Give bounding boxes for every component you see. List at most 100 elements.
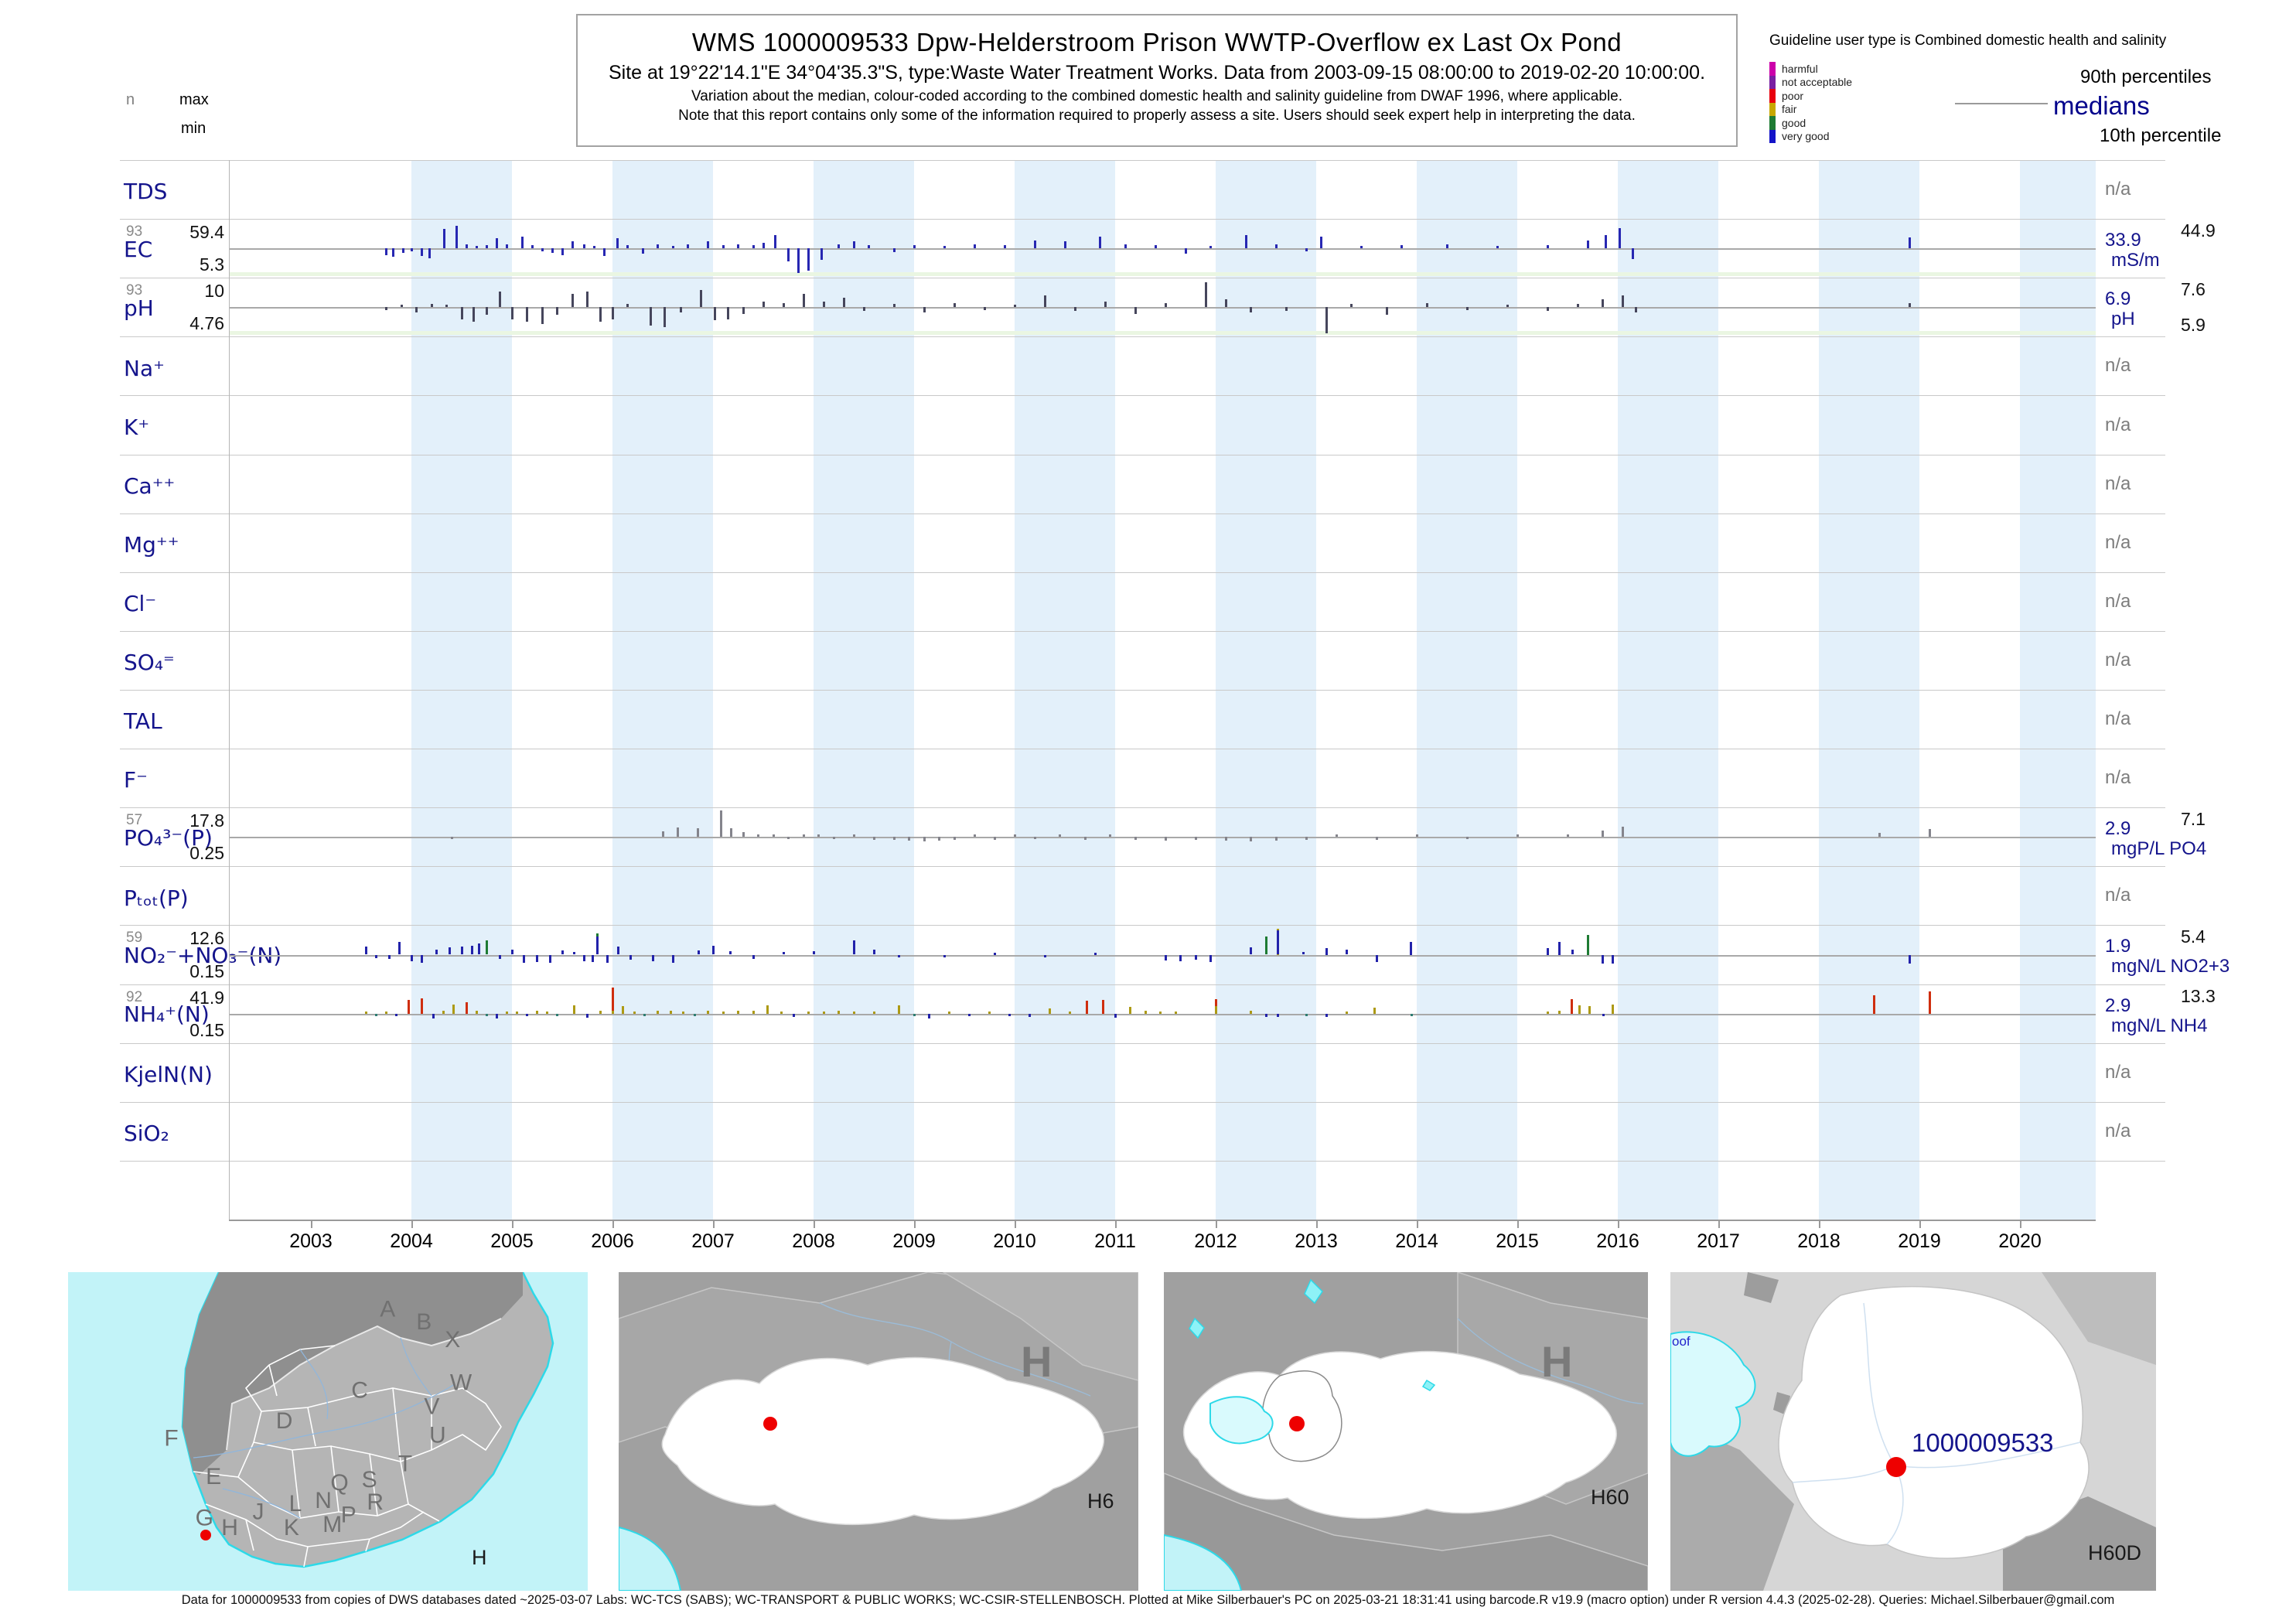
sample-bar [1209,954,1212,963]
sample-bar [536,1011,538,1014]
sample-bar [1588,1006,1592,1014]
sample-bar [913,1013,916,1016]
drainage-letter-L: L [289,1491,302,1517]
sample-bar [611,987,614,1014]
row-label-F: F⁻ [124,767,148,793]
row-label-SiO2: SiO₂ [124,1121,169,1147]
drainage-letter-B: B [416,1309,432,1335]
sample-bar [699,290,702,308]
sample-bar [657,1011,659,1014]
drainage-letter-N: N [315,1488,332,1513]
sample-bar [722,1011,725,1014]
sample-bar [762,243,765,249]
x-axis-year-label: 2015 [1496,1230,1539,1252]
sample-bar [1602,299,1604,308]
sample-bar [953,303,956,308]
x-axis-tick [311,1221,312,1228]
col-header-n: n [126,91,135,108]
sample-bar [641,248,644,254]
map3-corner-label: H60 [1591,1486,1629,1509]
row-na-value: n/a [2105,531,2131,553]
title-box: WMS 1000009533 Dpw-Helderstroom Prison W… [576,14,1738,147]
sample-bar [385,1011,387,1014]
drainage-letter-F: F [164,1426,178,1452]
sample-bar [671,245,674,249]
quaternary-outline [1261,1370,1342,1462]
row-label-Na: Na⁺ [124,355,165,381]
sample-bar [993,837,996,840]
site-location-dot [1289,1416,1305,1431]
row-median-line [229,837,2096,839]
sample-bar [1873,995,1875,1014]
x-axis-year-label: 2006 [591,1230,634,1252]
row-na-value: n/a [2105,1061,2131,1083]
sample-bar [1224,837,1227,841]
sample-bar [616,238,619,249]
sample-bar [1558,941,1561,955]
x-axis-year-label: 2019 [1898,1230,1941,1252]
row-divider [120,395,2165,397]
x-axis-tick [2020,1221,2021,1228]
sample-bar [802,834,805,838]
sample-bar [586,291,588,308]
sample-bar [452,1004,455,1014]
sample-bar [657,244,659,249]
drainage-letter-U: U [429,1422,446,1448]
sample-bar [729,828,732,838]
x-axis-year-label: 2020 [1998,1230,2042,1252]
row-median-unit: mgN/L NH4 [2111,1015,2208,1036]
map2-region-label: H [1021,1337,1052,1386]
x-axis-year-label: 2005 [490,1230,534,1252]
row-divider [120,571,2165,573]
sample-bar [410,248,413,252]
sample-bar [561,248,564,255]
site-subtitle: Site at 19°22'14.1"E 34°04'35.3"S, type:… [608,62,1706,84]
legend-class-label: very good [1782,130,1830,143]
sample-bar [556,307,558,316]
sample-bar [1465,837,1469,840]
sample-bar [913,245,916,249]
sample-bar [774,235,777,249]
row-median-line [229,954,2096,957]
sample-bar [807,248,810,271]
sample-bar [1008,1013,1011,1016]
sample-bar [599,1010,602,1014]
legend-10th-percentile: 10th percentile [2100,125,2222,146]
sample-bar [1154,245,1157,249]
sample-bar [1602,954,1604,964]
sample-bar [643,1013,646,1016]
drainage-letter-W: W [450,1370,473,1395]
sample-bar [1375,837,1378,840]
drainage-letter-S: S [362,1467,377,1493]
sample-bar [1409,941,1412,955]
sample-bar [1124,244,1127,249]
sample-bar [1033,837,1036,840]
x-axis-year-label: 2009 [892,1230,936,1252]
sample-bar [1576,304,1579,308]
sample-bar [420,998,423,1014]
site-location-dot [1886,1457,1906,1477]
row-na-value: n/a [2105,649,2131,670]
legend-class-label: harmful [1782,62,1818,75]
sample-bar [1602,830,1604,838]
row-na-value: n/a [2105,1120,2131,1141]
sample-bar [1570,998,1573,1014]
sample-bar [968,1013,971,1016]
row-median-line [229,248,2096,251]
sample-bar [802,294,805,308]
legend-swatch [1769,116,1776,130]
note-variation: Variation about the median, colour-coded… [691,88,1623,104]
sample-bar [1164,837,1167,841]
sample-bar [400,304,403,308]
row-min-value: 5.3 [200,254,224,275]
sample-bar [898,1005,900,1014]
legend-median-line [1955,103,2048,104]
row-10th-value: 5.9 [2181,315,2206,336]
sample-bar [1373,1008,1376,1014]
sample-bar [536,954,538,963]
row-divider [120,160,2165,161]
sample-bar [1305,1013,1308,1016]
sample-bar [410,954,413,961]
sample-bar [583,244,586,249]
x-axis-line [229,1220,2096,1221]
